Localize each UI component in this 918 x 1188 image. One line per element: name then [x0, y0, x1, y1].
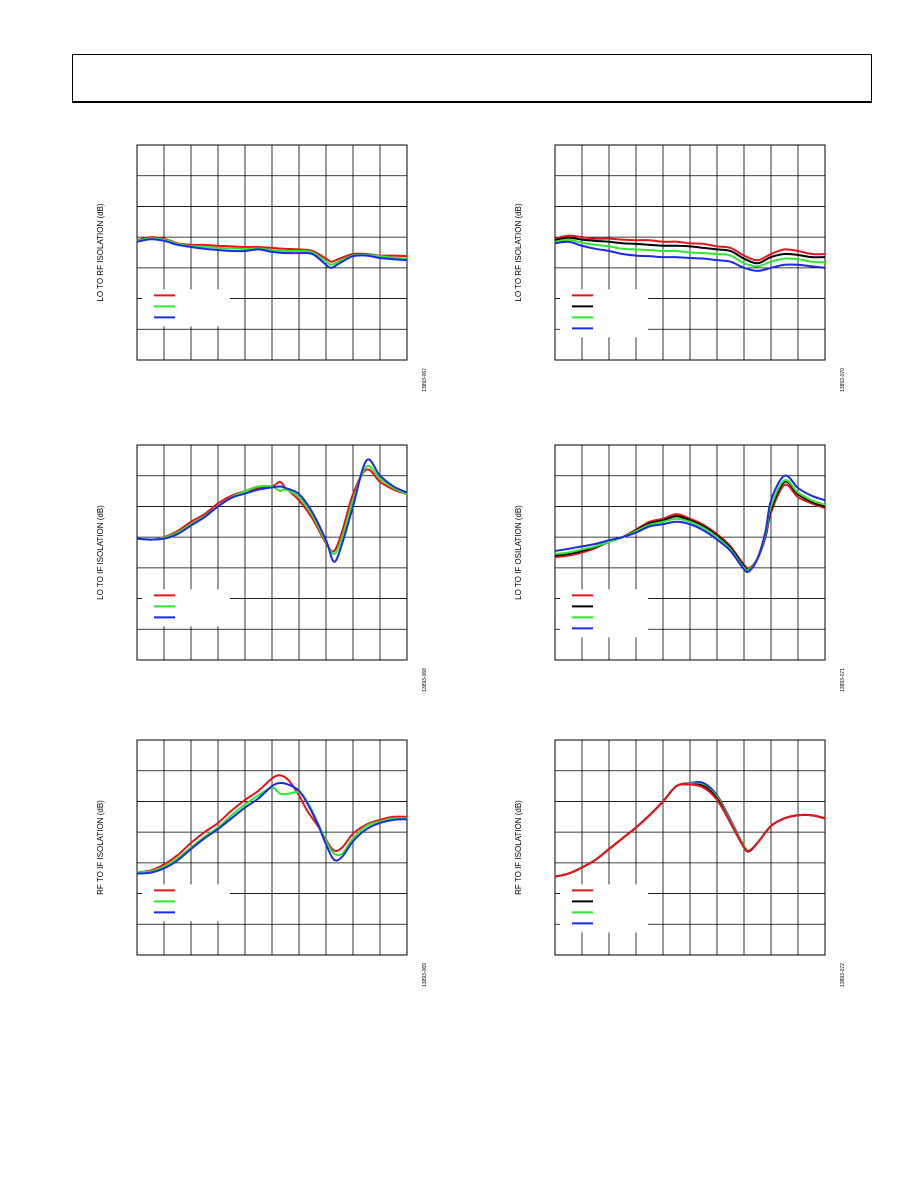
grid [137, 740, 407, 955]
figure-id: 13893-072 [840, 963, 846, 987]
chart-lo-to-if-isolation-right: LO TO IF OSILATION (dB) 13893-071 [514, 444, 846, 692]
y-axis-label: RF TO IF ISOLATION (dB) [96, 800, 105, 895]
plot-frame [554, 144, 826, 361]
chart-lo-to-if-isolation-left: LO TO IF ISOLATION (dB) 13893-068 [96, 444, 428, 692]
legend [560, 289, 648, 338]
figure-id: 13893-070 [840, 368, 846, 392]
grid [137, 445, 407, 660]
figure-id: 13893-067 [422, 368, 428, 392]
y-axis-label: LO TO IF OSILATION (dB) [514, 505, 523, 600]
legend [560, 884, 648, 933]
y-axis-label: RF TO IF ISOLATION (dB) [514, 800, 523, 895]
y-axis-label: LO TO RF ISOLATION (dB) [96, 203, 105, 302]
series-line-red [554, 234, 826, 262]
chart-rf-to-if-isolation-right: RF TO IF ISOLATION (dB) 13893-072 [514, 739, 846, 987]
plot-frame [554, 444, 826, 661]
series-line-blue [136, 238, 408, 269]
figure-id: 13893-069 [422, 963, 428, 987]
legend [142, 884, 230, 922]
legend-box [560, 589, 648, 638]
legend [142, 589, 230, 627]
plot-frame [554, 739, 826, 956]
series-line-red [554, 783, 826, 878]
series-line-green [554, 479, 826, 572]
series-line-blue [136, 458, 408, 563]
series-line-green [554, 238, 826, 268]
series-line-red [136, 236, 408, 263]
y-axis-label: LO TO RF ISOLATION (dB) [514, 203, 523, 302]
series-line-blue [554, 474, 826, 574]
legend-box [560, 289, 648, 338]
legend [560, 589, 648, 638]
chart-lo-to-rf-isolation-right: LO TO RF ISOLATION (dB) 13893-070 [514, 144, 846, 392]
plot-frame [136, 144, 408, 361]
series-line-blue [136, 781, 408, 875]
figure-id: 13893-071 [840, 668, 846, 692]
series-line-blue [554, 240, 826, 272]
chart-lo-to-rf-isolation-left: LO TO RF ISOLATION (dB) 13893-067 [96, 144, 428, 392]
series-line-red [136, 468, 408, 553]
header-box [72, 54, 872, 103]
series-line-green [136, 786, 408, 874]
legend [142, 289, 230, 327]
plot-frame [136, 444, 408, 661]
chart-rf-to-if-isolation-left: RF TO IF ISOLATION (dB) 13893-069 [96, 739, 428, 987]
plot-frame [136, 739, 408, 956]
series-line-black [554, 236, 826, 265]
y-axis-label: LO TO IF ISOLATION (dB) [96, 505, 105, 600]
series-line-red [136, 774, 408, 874]
legend-box [560, 884, 648, 933]
figure-id: 13893-068 [422, 668, 428, 692]
